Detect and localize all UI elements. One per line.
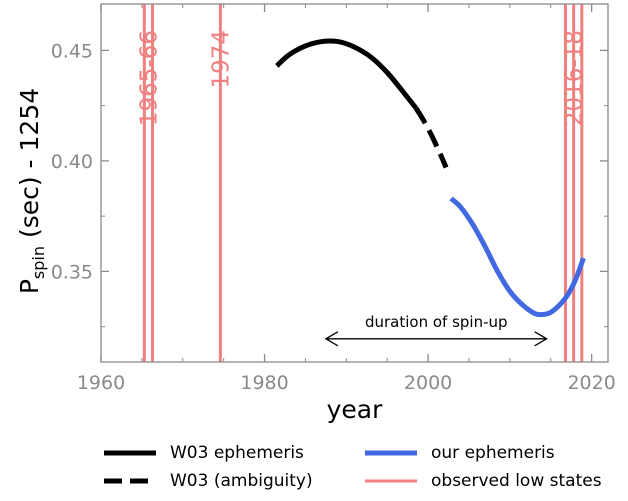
y-tick-label-0: 0.35 bbox=[51, 261, 93, 283]
y-axis-title-subscript: spin bbox=[29, 246, 48, 279]
y-axis-title-suffix: (sec) - 1254 bbox=[15, 88, 44, 246]
x-tick-label-1: 1980 bbox=[240, 372, 288, 394]
x-tick-label-3: 2020 bbox=[567, 372, 615, 394]
series-line-0 bbox=[275, 38, 418, 110]
axes: 1960 1980 2000 2020 0.35 0.40 0.45 bbox=[51, 3, 616, 394]
y-tick-label-2: 0.45 bbox=[51, 40, 93, 62]
x-tick-label-2: 2000 bbox=[404, 372, 452, 394]
legend-label-2: our ephemeris bbox=[431, 443, 555, 463]
low-state-label-2: 2016-18 bbox=[562, 30, 588, 126]
low-state-label-1: 1974 bbox=[208, 30, 234, 89]
plot-clip-group bbox=[142, 4, 586, 362]
y-axis-title: Pspin (sec) - 1254 bbox=[15, 88, 48, 294]
annotation-arrow-head-right bbox=[534, 331, 548, 347]
x-tick-label-0: 1960 bbox=[77, 372, 125, 394]
plot-frame bbox=[100, 3, 609, 363]
x-axis-title: year bbox=[327, 395, 383, 424]
legend-label-1: W03 (ambiguity) bbox=[170, 471, 313, 491]
series-line-1 bbox=[413, 106, 449, 169]
legend-label-0: W03 ephemeris bbox=[170, 443, 304, 463]
legend-label-3: observed low states bbox=[431, 471, 602, 491]
annotation-arrow-head-left bbox=[324, 331, 339, 347]
y-axis-title-main: P bbox=[15, 279, 44, 294]
axis-labels: year Pspin (sec) - 1254 bbox=[15, 88, 383, 424]
plot-area: 1965-66 1974 2016-18 duration of spin-up bbox=[136, 4, 588, 362]
annotation-label: duration of spin-up bbox=[365, 313, 508, 331]
low-state-label-0: 1965-66 bbox=[136, 30, 162, 126]
series-line-2 bbox=[449, 196, 586, 318]
y-tick-label-1: 0.40 bbox=[51, 151, 93, 173]
legend: W03 ephemeris W03 (ambiguity) our ephemeri… bbox=[104, 443, 602, 491]
